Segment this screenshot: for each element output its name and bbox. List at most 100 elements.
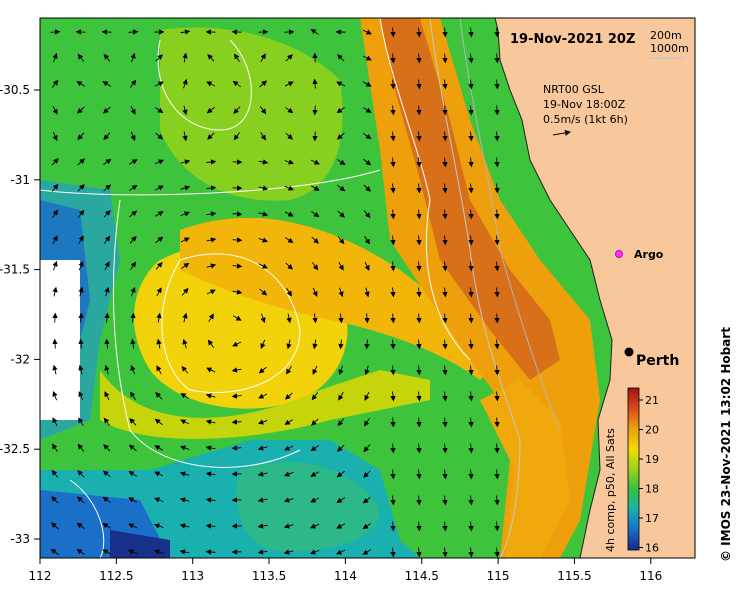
current-vector xyxy=(52,105,58,115)
current-vector xyxy=(337,184,346,192)
current-vector xyxy=(284,81,294,87)
current-vector xyxy=(233,53,240,62)
current-vector xyxy=(284,159,295,165)
current-vector xyxy=(390,521,396,532)
current-vector xyxy=(362,55,372,61)
current-vector xyxy=(103,53,111,62)
current-vector xyxy=(232,211,243,217)
argo-label: Argo xyxy=(634,248,664,261)
current-vector xyxy=(260,313,266,324)
current-vector xyxy=(310,471,320,477)
current-vector xyxy=(76,522,85,530)
current-vector xyxy=(285,132,293,140)
current-vector xyxy=(364,391,370,401)
current-vector xyxy=(442,443,448,454)
current-vector xyxy=(416,417,422,428)
current-vector xyxy=(179,445,190,451)
current-vector xyxy=(336,497,346,503)
current-vector xyxy=(310,185,320,191)
current-vector xyxy=(336,132,345,140)
current-vector xyxy=(76,496,85,504)
current-vector xyxy=(52,390,58,401)
current-vector xyxy=(416,547,422,558)
current-vector xyxy=(128,497,138,503)
perth-marker xyxy=(624,347,634,357)
current-vector xyxy=(153,523,164,529)
current-vector xyxy=(311,210,320,218)
current-vector xyxy=(442,469,448,480)
current-vector xyxy=(442,495,448,506)
current-vector xyxy=(311,418,319,426)
current-vector xyxy=(310,497,320,503)
current-vector xyxy=(312,287,318,297)
current-vector xyxy=(468,235,474,246)
current-vector xyxy=(155,132,164,140)
current-vector xyxy=(416,235,422,246)
current-vector xyxy=(468,261,474,272)
vector-time: 19-Nov 18:00Z xyxy=(543,98,626,111)
y-tick-label: -33 xyxy=(10,532,30,546)
current-vector xyxy=(442,365,448,376)
current-vector xyxy=(179,497,190,503)
current-vector xyxy=(468,365,474,376)
colorbar xyxy=(627,387,640,551)
current-vector xyxy=(416,209,422,220)
current-vector xyxy=(52,260,58,271)
current-vector xyxy=(364,235,370,245)
current-vector xyxy=(257,523,268,529)
current-vector xyxy=(130,286,136,297)
current-vector xyxy=(286,339,292,350)
current-vector xyxy=(364,339,370,350)
current-vector xyxy=(468,131,474,142)
date-label: 19-Nov-2021 20Z xyxy=(510,32,635,47)
colorbar-ticks: 21 20 19 18 17 16 xyxy=(639,394,659,555)
current-vector xyxy=(468,469,474,480)
current-vector xyxy=(78,391,84,401)
current-vector xyxy=(364,261,370,271)
current-vector xyxy=(130,105,136,115)
current-vector xyxy=(76,81,86,87)
current-vector xyxy=(284,419,294,425)
current-vector xyxy=(153,549,164,555)
current-vector xyxy=(103,184,112,192)
current-vector xyxy=(257,445,268,451)
current-vector xyxy=(494,313,500,324)
current-vector xyxy=(310,28,319,35)
current-vector xyxy=(285,366,292,375)
current-vector xyxy=(286,313,292,324)
current-vector xyxy=(154,445,164,451)
current-vector xyxy=(362,81,372,87)
current-vector xyxy=(77,209,85,218)
current-vector xyxy=(180,237,190,243)
current-vector xyxy=(182,78,188,89)
current-vector xyxy=(232,315,242,321)
current-vector xyxy=(338,365,344,376)
current-vector xyxy=(258,366,267,374)
current-vector xyxy=(311,236,319,244)
current-vector xyxy=(206,263,217,269)
current-vector xyxy=(260,131,266,141)
current-vector xyxy=(51,183,59,192)
current-vector xyxy=(260,53,266,63)
colorbar-tick-label: 17 xyxy=(645,512,659,525)
x-tick-label: 115 xyxy=(487,569,510,583)
current-vector xyxy=(442,53,448,64)
current-vector xyxy=(390,79,396,90)
current-vector xyxy=(51,79,59,88)
current-vector xyxy=(130,261,136,271)
current-vector xyxy=(206,81,216,87)
current-vector xyxy=(181,262,190,269)
current-vector xyxy=(468,209,474,220)
current-vector xyxy=(284,445,294,451)
y-tick-label: -32.5 xyxy=(0,442,30,456)
current-vector xyxy=(128,29,139,35)
current-vector xyxy=(336,523,346,529)
current-vector xyxy=(442,339,448,350)
current-vector xyxy=(416,261,422,272)
current-vector xyxy=(208,313,214,323)
current-vector xyxy=(78,312,84,323)
current-vector xyxy=(231,393,242,399)
current-vector xyxy=(129,210,138,218)
current-vector xyxy=(76,106,85,114)
current-vector xyxy=(390,235,396,246)
